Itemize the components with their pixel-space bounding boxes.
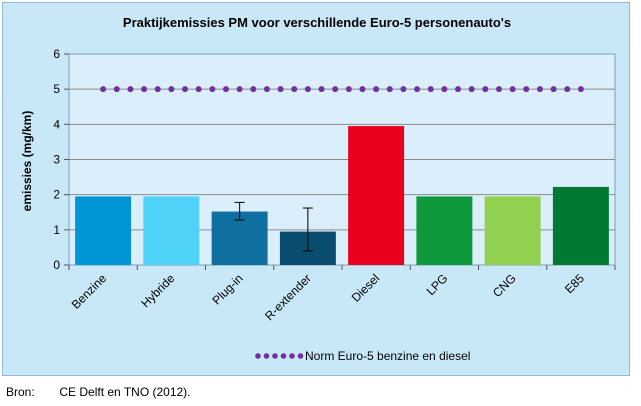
norm-line-marker (400, 86, 407, 93)
norm-line-marker (482, 86, 489, 93)
legend: Norm Euro-5 benzine en diesel (255, 349, 470, 363)
norm-line-marker (304, 86, 311, 93)
norm-line-marker (427, 86, 434, 93)
norm-line-marker (141, 86, 148, 93)
y-tick-label: 1 (53, 223, 60, 237)
legend-marker (263, 353, 270, 359)
bar-diesel (348, 126, 405, 265)
chart-frame: Praktijkemissies PM voor verschillende E… (2, 2, 630, 376)
source-text: CE Delft en TNO (2012). (59, 385, 191, 399)
legend-label-norm: Norm Euro-5 benzine en diesel (305, 349, 470, 363)
norm-line-marker (373, 86, 380, 93)
x-tick-label-hybride: Hybride (138, 271, 177, 310)
norm-line-marker (182, 86, 189, 93)
norm-line-marker (250, 86, 257, 93)
x-tick-label-lpg: LPG (424, 271, 451, 298)
x-tick-label-cng: CNG (490, 271, 519, 300)
legend-marker (297, 353, 304, 359)
norm-line-marker (263, 86, 270, 93)
norm-line-marker (550, 86, 557, 93)
x-tick-label-diesel: Diesel (349, 271, 382, 304)
norm-line-marker (523, 86, 530, 93)
norm-line-marker (318, 86, 325, 93)
x-tick-label-plug-in: Plug-in (209, 271, 245, 307)
norm-line-marker (468, 86, 475, 93)
y-tick-label: 5 (53, 82, 60, 96)
norm-line-marker (113, 86, 120, 93)
bar-hybride (143, 196, 200, 265)
x-tick-label-benzine: Benzine (69, 271, 110, 312)
legend-marker (255, 353, 261, 359)
norm-line-marker (100, 86, 107, 93)
norm-line-marker (209, 86, 216, 93)
y-tick-label: 2 (53, 188, 60, 202)
norm-line-marker (536, 86, 543, 93)
legend-marker (272, 353, 278, 359)
norm-line-marker (236, 86, 243, 93)
norm-line-marker (455, 86, 462, 93)
norm-line-marker (277, 86, 284, 93)
norm-line-marker (195, 86, 202, 93)
norm-line-marker (359, 86, 366, 93)
norm-line-marker (127, 86, 134, 93)
norm-line-marker (168, 86, 175, 93)
norm-line-marker (332, 86, 339, 93)
bar-lpg (416, 196, 473, 265)
norm-line-marker (577, 86, 584, 93)
norm-line-marker (386, 86, 393, 93)
y-tick-label: 6 (53, 47, 60, 61)
source-label: Bron: (6, 385, 35, 399)
bar-cng (484, 196, 541, 265)
y-tick-label: 3 (53, 153, 60, 167)
norm-line-marker (222, 86, 229, 93)
norm-line-marker (291, 86, 298, 93)
chart-svg: Praktijkemissies PM voor verschillende E… (20, 15, 616, 363)
norm-line-marker (495, 86, 502, 93)
norm-line-marker (345, 86, 352, 93)
norm-line-marker (564, 86, 571, 93)
y-tick-label: 4 (53, 117, 60, 131)
x-tick-label-r-extender: R-extender (262, 271, 314, 323)
source-note: Bron: CE Delft en TNO (2012). (6, 385, 191, 399)
legend-swatch-norm (255, 353, 304, 359)
norm-line-marker (441, 86, 448, 93)
x-tick-label-e85: E85 (562, 271, 587, 296)
legend-marker (280, 353, 287, 359)
bar-e85 (552, 186, 609, 265)
chart-title: Praktijkemissies PM voor verschillende E… (123, 15, 511, 30)
norm-line-marker (414, 86, 421, 93)
legend-marker (289, 353, 295, 359)
y-tick-label: 0 (53, 258, 60, 272)
bar-benzine (75, 196, 132, 265)
norm-line-marker (154, 86, 161, 93)
y-axis-label: emissies (mg/km) (20, 111, 34, 212)
norm-line-marker (509, 86, 516, 93)
